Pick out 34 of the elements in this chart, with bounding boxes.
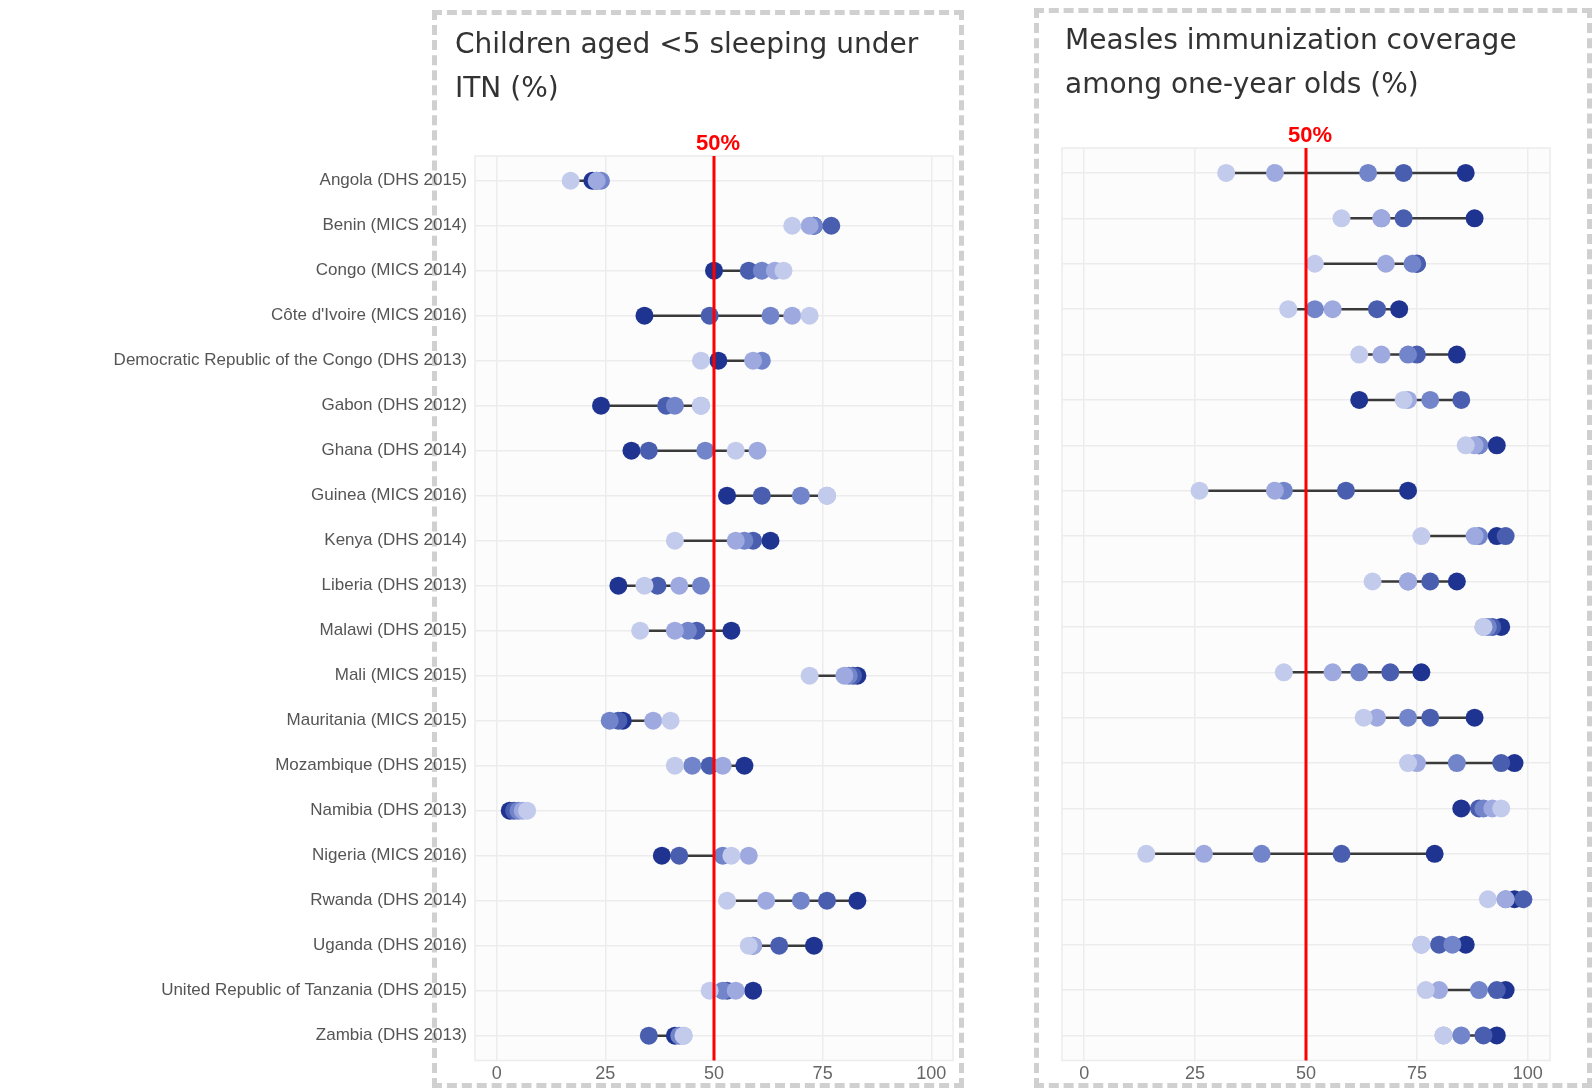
- y-tick-label: Mauritania (MICS 2015): [286, 710, 467, 730]
- x-tick-label: 50: [1295, 1063, 1317, 1084]
- y-tick-label: Liberia (DHS 2013): [321, 575, 467, 595]
- x-tick-label: 75: [812, 1063, 833, 1084]
- y-tick-label: Mali (MICS 2015): [334, 665, 467, 685]
- ref-line-label: 50%: [1287, 122, 1333, 148]
- y-tick-label: Zambia (DHS 2013): [315, 1025, 467, 1045]
- x-tick-label: 100: [1512, 1063, 1543, 1084]
- y-tick-label: Nigeria (MICS 2016): [312, 845, 467, 865]
- y-tick-label: Congo (MICS 2014): [315, 260, 467, 280]
- ref-line-label: 50%: [695, 130, 741, 156]
- chart-title: Measles immunization coverage among one-year olds (%): [1065, 22, 1518, 102]
- y-tick-label: Uganda (DHS 2016): [312, 935, 467, 955]
- x-tick-label: 100: [916, 1063, 947, 1084]
- chart-title: Children aged <5 sleeping under ITN (%): [455, 26, 920, 106]
- y-tick-label: Benin (MICS 2014): [322, 215, 467, 235]
- y-tick-label: Mozambique (DHS 2015): [275, 755, 467, 775]
- y-tick-label: Angola (DHS 2015): [319, 170, 467, 190]
- y-tick-label: Namibia (DHS 2013): [310, 800, 467, 820]
- y-tick-label: Malawi (DHS 2015): [319, 620, 467, 640]
- x-tick-label: 0: [491, 1063, 502, 1084]
- x-tick-label: 75: [1406, 1063, 1427, 1084]
- y-tick-label: Guinea (MICS 2016): [311, 485, 467, 505]
- y-tick-label: Kenya (DHS 2014): [324, 530, 467, 550]
- x-tick-label: 50: [703, 1063, 725, 1084]
- x-tick-label: 0: [1079, 1063, 1090, 1084]
- x-tick-label: 25: [595, 1063, 616, 1084]
- y-tick-label: Côte d'Ivoire (MICS 2016): [271, 305, 467, 325]
- y-tick-label: Rwanda (DHS 2014): [310, 890, 467, 910]
- y-tick-label: Gabon (DHS 2012): [321, 395, 467, 415]
- y-tick-label: Democratic Republic of the Congo (DHS 2013): [113, 350, 467, 370]
- x-tick-label: 25: [1185, 1063, 1206, 1084]
- y-tick-label: Ghana (DHS 2014): [321, 440, 467, 460]
- y-tick-label: United Republic of Tanzania (DHS 2015): [161, 980, 467, 1000]
